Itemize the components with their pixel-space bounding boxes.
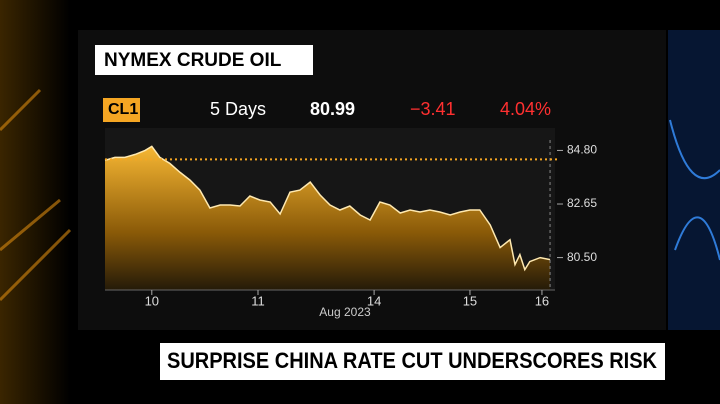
banner-box: [160, 343, 665, 380]
last-price: 80.99: [310, 99, 355, 119]
x-tick-label: 14: [367, 293, 381, 308]
ticker: CL1: [108, 101, 138, 118]
ticker-box: [103, 98, 140, 122]
title-box: [95, 45, 313, 75]
decor-streaks: [0, 88, 72, 302]
right-screen: [668, 30, 720, 330]
chart-title: NYMEX CRUDE OIL: [104, 50, 282, 71]
x-axis-label: Aug 2023: [319, 305, 371, 319]
y-tick-label: 80.50: [567, 250, 597, 264]
x-tick-label: 15: [463, 293, 477, 308]
decor-lines: [669, 119, 720, 261]
net-change: −3.41: [410, 99, 456, 119]
x-tick-label: 16: [535, 293, 549, 308]
period: 5 Days: [210, 99, 266, 119]
banner-text: SURPRISE CHINA RATE CUT UNDERSCORES RISK: [167, 348, 657, 373]
x-tick-label: 10: [145, 293, 159, 308]
y-tick-label: 82.65: [567, 196, 597, 210]
price-line: [104, 145, 551, 272]
area-fill: [105, 146, 551, 290]
y-tick-label: 84.80: [567, 143, 597, 157]
x-tick-label: 11: [251, 293, 265, 308]
pct-change: 4.04%: [500, 99, 551, 119]
